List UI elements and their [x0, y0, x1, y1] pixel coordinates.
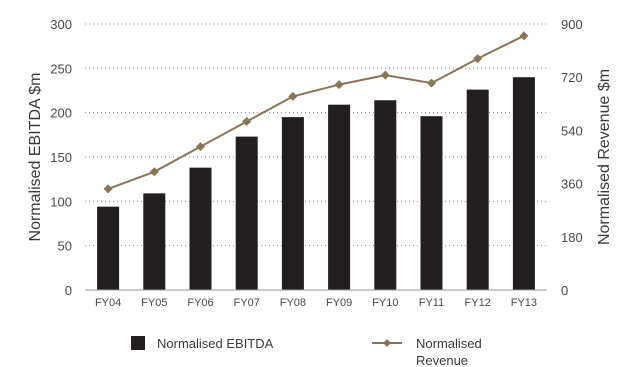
bar — [328, 104, 351, 290]
x-axis-ticks: FY04 FY05 FY06 FY07 FY08 FY09 FY10 FY11 FY12 FY13 — [95, 297, 537, 309]
x-tick-label: FY05 — [141, 297, 167, 309]
bar — [189, 167, 212, 290]
revenue-point — [473, 54, 483, 64]
revenue-point — [196, 142, 205, 152]
bar — [466, 89, 489, 290]
bar-series-ebitda — [97, 77, 535, 291]
left-tick-label: 300 — [50, 17, 72, 32]
right-tick-label: 720 — [561, 70, 583, 85]
right-tick-label: 360 — [561, 177, 583, 192]
legend-label-ebitda: Normalised EBITDA — [157, 336, 274, 351]
legend: Normalised EBITDA Normalised Revenue — [131, 336, 482, 367]
right-tick-label: 900 — [561, 17, 583, 32]
bar — [235, 136, 258, 290]
bar — [97, 206, 120, 290]
right-tick-label: 0 — [561, 283, 568, 298]
right-tick-label: 540 — [561, 123, 583, 138]
revenue-point — [334, 80, 344, 90]
revenue-line — [107, 34, 525, 190]
x-tick-label: FY07 — [234, 297, 260, 309]
right-tick-label: 180 — [561, 230, 583, 245]
bar — [420, 116, 443, 290]
right-axis-ticks: 0 180 360 540 720 900 — [561, 17, 583, 298]
left-tick-label: 150 — [50, 150, 72, 165]
revenue-point — [288, 91, 298, 101]
x-tick-label: FY11 — [419, 297, 444, 309]
bar — [281, 117, 304, 290]
x-tick-label: FY06 — [187, 297, 213, 309]
revenue-point — [103, 184, 113, 194]
bar — [374, 100, 397, 291]
left-axis-title: Normalised EBITDA $m — [27, 73, 44, 242]
x-tick-label: FY08 — [280, 297, 306, 309]
x-tick-label: FY12 — [465, 297, 491, 309]
revenue-point — [519, 31, 529, 41]
legend-label-revenue: Normalised Revenue — [416, 336, 482, 367]
x-tick-label: FY04 — [95, 297, 121, 309]
line-series-revenue — [103, 31, 529, 194]
x-tick-label: FY09 — [326, 297, 352, 309]
revenue-point — [427, 78, 436, 88]
left-axis-ticks: 0 50 100 150 200 250 300 — [50, 17, 72, 298]
left-tick-label: 200 — [50, 106, 72, 121]
bar — [512, 77, 535, 290]
right-axis-title: Normalised Revenue $m — [596, 69, 613, 245]
legend-marker-revenue — [383, 339, 391, 347]
x-tick-label: FY10 — [372, 297, 398, 309]
revenue-point — [380, 70, 390, 80]
revenue-point — [242, 117, 252, 127]
left-tick-label: 50 — [58, 239, 72, 254]
bar — [143, 193, 166, 290]
revenue-point — [149, 167, 159, 177]
left-tick-label: 100 — [50, 194, 72, 209]
left-tick-label: 0 — [65, 283, 72, 298]
left-tick-label: 250 — [50, 61, 72, 76]
legend-swatch-ebitda — [131, 336, 145, 350]
x-tick-label: FY13 — [511, 297, 537, 309]
